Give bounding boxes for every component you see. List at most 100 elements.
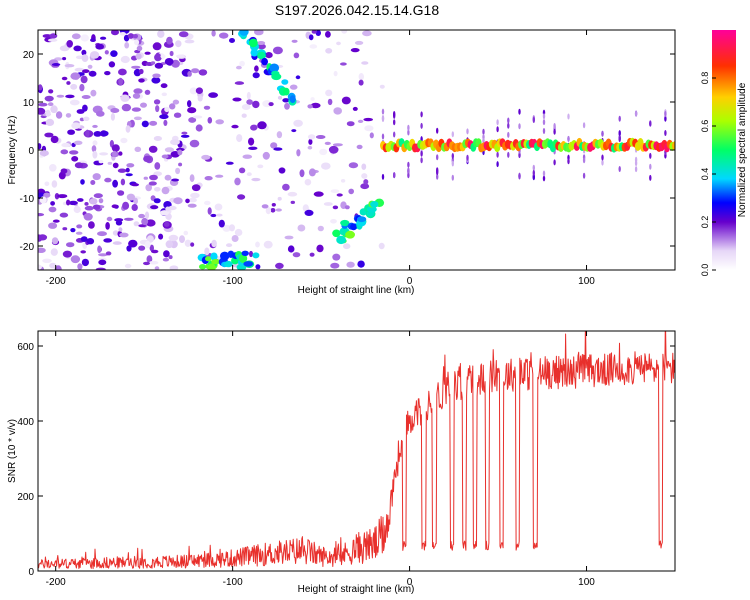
spectrogram-cell: [71, 33, 81, 40]
spectrogram-cell: [133, 116, 142, 121]
spectrogram-cell: [275, 208, 282, 212]
spectrogram-cell: [38, 107, 46, 115]
spectrogram-cell: [299, 169, 305, 178]
spectrogram-cell: [363, 117, 374, 122]
colorbar-label: Normalized spectral amplitude: [737, 82, 748, 217]
spectrogram-cell: [80, 179, 85, 185]
spectrogram-cell: [154, 53, 162, 62]
snr-x-ticks: -200 -100 0 100: [46, 331, 595, 588]
spectrogram-cell: [112, 241, 122, 245]
spectrogram-cell: [81, 95, 91, 99]
spectrogram-cell: [246, 91, 251, 100]
spectrogram-cell: [112, 150, 117, 157]
spectrogram-cell: [79, 117, 85, 122]
spectrogram-cell: [282, 98, 290, 103]
spectrogram-cell: [189, 174, 195, 183]
spectrogram-cell: [104, 177, 112, 183]
spectrogram-cell: [304, 209, 314, 216]
spectrogram-cell: [532, 169, 535, 176]
spectrogram-cell: [381, 173, 385, 180]
spectrogram-cell: [148, 181, 157, 186]
snr-x-tick-label: 100: [578, 577, 595, 588]
spectrogram-cell: [82, 69, 90, 74]
spectrogram-cell: [125, 173, 133, 177]
spectrogram-cell: [311, 30, 317, 34]
spectrogram-cell: [118, 227, 123, 232]
spectrogram-cell: [93, 193, 103, 199]
spectrogram-cell: [120, 94, 130, 102]
spectrogram-cell: [393, 172, 396, 178]
spectrogram-cell: [330, 262, 340, 269]
spectrogram-cell: [310, 97, 315, 101]
spectrogram-cell: [188, 197, 197, 203]
spectrogram-cell: [601, 159, 604, 166]
spectrogram-cell: [370, 201, 379, 208]
spectrogram-cell: [265, 52, 273, 59]
spectrogram-cell: [307, 104, 313, 109]
spectrogram-cell: [304, 178, 312, 186]
spectrogram-cell: [191, 184, 201, 192]
spectrogram-cell: [38, 84, 43, 91]
spectrogram-cell: [296, 149, 301, 157]
spectrogram-cell: [66, 242, 75, 248]
spectrogram-cell: [238, 167, 246, 174]
spectrogram-cell: [148, 145, 158, 153]
snr-y-tick-label: 200: [17, 492, 34, 503]
spectrogram-cell: [151, 249, 159, 254]
spectrogram-cell: [88, 70, 97, 77]
spectrogram-cell: [154, 266, 160, 270]
spectrogram-cell: [44, 95, 54, 102]
spectrogram-cell: [99, 152, 109, 156]
spectrogram-cell: [120, 137, 128, 144]
spectrogram-cell: [379, 84, 385, 89]
spectrogram-cell: [118, 151, 123, 156]
spectrogram-cell: [219, 32, 229, 39]
spectrogram-cell: [381, 133, 385, 140]
spectrogram-cell: [255, 241, 260, 248]
spectrogram-cell: [187, 107, 197, 114]
spectrogram-cell: [308, 34, 314, 41]
spectrogram-cell: [241, 113, 247, 118]
spectrogram-cell: [117, 168, 127, 173]
spectrogram-cell: [293, 52, 300, 59]
spectrogram-cell: [210, 252, 218, 261]
spectrogram-cell: [255, 264, 261, 270]
spectrogram-cell: [634, 166, 638, 173]
spectrogram-cell: [39, 196, 47, 204]
spectrogram-cell: [146, 235, 154, 243]
spectrogram-cell: [271, 203, 276, 207]
spectrogram-cell: [532, 174, 535, 181]
spectrogram-cell: [154, 62, 164, 69]
spectrogram-cell: [161, 154, 169, 159]
spectrogram-cell: [346, 261, 355, 268]
spectrogram-cell: [649, 174, 652, 181]
spectrogram-cell: [50, 201, 55, 206]
spectrogram-cell: [323, 202, 333, 206]
spectrogram-cell: [141, 217, 149, 226]
spectrogram-cell: [149, 174, 158, 181]
spectrogram-cell: [81, 54, 89, 62]
spectrogram-cell: [107, 161, 113, 165]
spectrogram-x-tick-label: 100: [578, 276, 595, 287]
spectrogram-cell: [291, 129, 297, 133]
spectrogram-cell: [518, 173, 521, 180]
spectrogram-cell: [90, 180, 96, 185]
spectrogram-cell: [204, 176, 213, 181]
spectrogram-cell: [73, 140, 83, 145]
spectrogram-cell: [112, 230, 119, 236]
spectrogram-cell: [124, 263, 132, 269]
spectrogram-cell: [248, 146, 258, 150]
spectrogram-cell: [420, 157, 423, 164]
spectrogram-cell: [153, 198, 161, 204]
spectrogram-cell: [45, 109, 51, 117]
spectrogram-cell: [42, 258, 52, 263]
spectrogram-cell: [48, 206, 57, 213]
spectrogram-cell: [330, 219, 337, 224]
spectrogram-cell: [133, 197, 139, 205]
spectrogram-cell: [103, 238, 113, 243]
spectrogram-cell: [277, 95, 283, 100]
spectrogram-cell: [195, 87, 203, 94]
spectrogram-cell: [518, 152, 521, 159]
spectrogram-cell: [160, 54, 166, 59]
